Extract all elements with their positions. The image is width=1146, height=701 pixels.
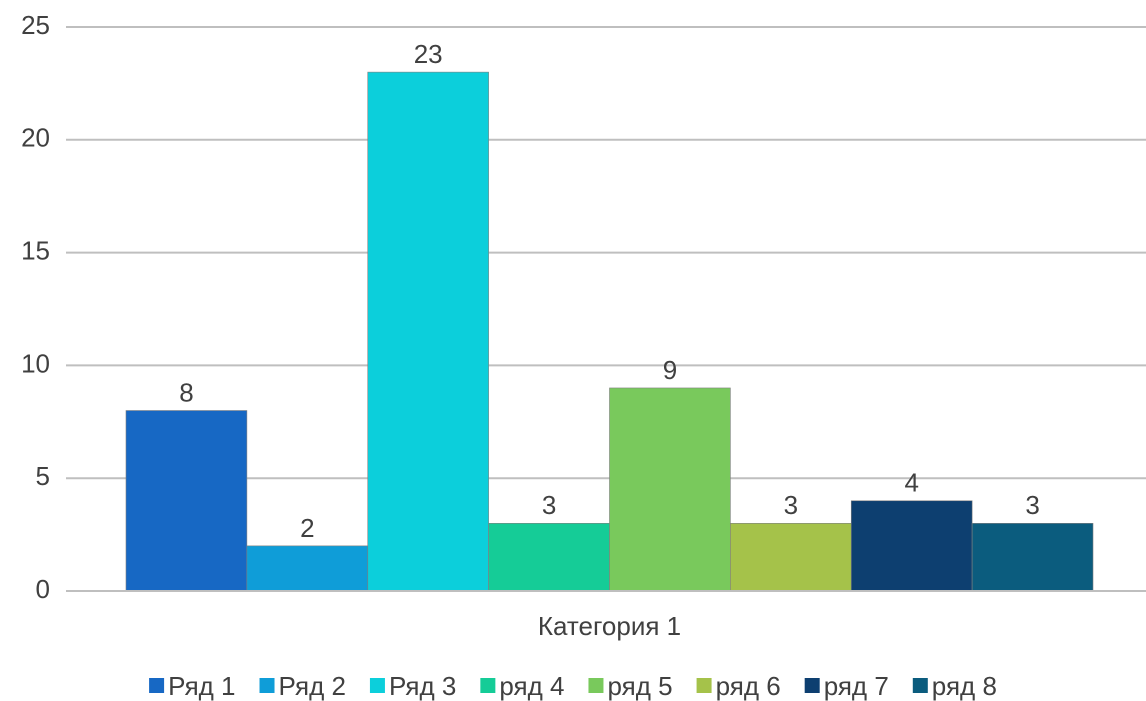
legend-swatch [804,678,820,693]
data-label: 3 [784,490,798,520]
y-tick-label: 0 [36,574,50,604]
legend-swatch [369,678,385,693]
data-label: 23 [414,39,443,69]
bar [850,500,973,592]
legend-label: ряд 6 [716,671,781,701]
legend-label: ряд 8 [932,671,997,701]
y-tick-label: 10 [21,348,50,378]
x-tick-label: Категория 1 [538,611,681,641]
legend-swatch [480,678,496,693]
y-tick-label: 20 [21,123,50,153]
data-label: 3 [542,490,556,520]
bar [609,387,731,592]
legend-label: Ряд 2 [279,671,346,701]
legend-swatch [259,678,275,693]
data-label: 4 [904,468,918,498]
bar [125,410,248,592]
legend-swatch [912,678,928,693]
bar [730,523,852,592]
data-label: 3 [1025,490,1039,520]
bar [488,523,610,592]
legend-label: Ряд 1 [168,671,235,701]
legend-label: ряд 5 [607,671,672,701]
legend-label: ряд 7 [824,671,889,701]
legend-swatch [588,678,604,693]
data-label: 2 [300,513,314,543]
legend-swatch [696,678,712,693]
data-label: 9 [663,355,677,385]
y-tick-label: 5 [36,461,50,491]
bar [246,545,369,592]
legend-swatch [149,678,165,693]
legend-label: ряд 4 [499,671,564,701]
legend-label: Ряд 3 [389,671,456,701]
bar [971,523,1094,592]
y-tick-label: 15 [21,235,50,265]
data-label: 8 [179,377,193,407]
y-tick-label: 25 [21,10,50,40]
bar [367,71,489,592]
